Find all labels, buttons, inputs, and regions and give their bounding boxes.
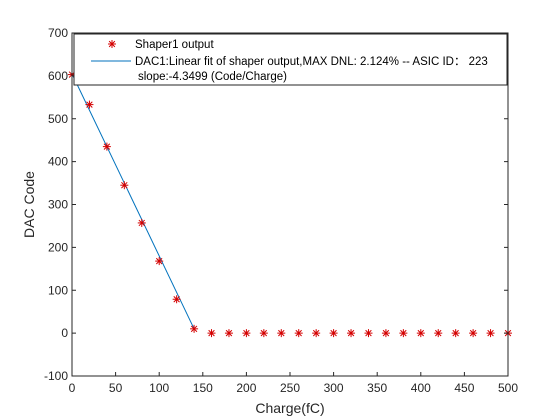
x-tick-label: 400 xyxy=(411,381,431,395)
y-tick-label: 700 xyxy=(48,26,68,40)
plot-background xyxy=(72,33,508,376)
data-point xyxy=(347,329,356,338)
x-tick-label: 350 xyxy=(367,381,387,395)
legend-marker-icon xyxy=(108,40,116,48)
data-point xyxy=(277,329,286,338)
data-point xyxy=(469,329,478,338)
data-point xyxy=(224,329,233,338)
x-tick-label: 50 xyxy=(109,381,123,395)
y-tick-label: 600 xyxy=(48,69,68,83)
legend-box xyxy=(73,33,508,86)
x-tick-label: 450 xyxy=(454,381,474,395)
legend-label-slope: slope:-4.3499 (Code/Charge) xyxy=(138,71,287,83)
data-point xyxy=(399,329,408,338)
axes: 0 50 100 150 200 250 300 350 400 450 500-100010020… xyxy=(21,26,518,416)
legend-label-linear-fit: DAC1:Linear fit of shaper output,MAX DNL… xyxy=(135,56,488,68)
data-point xyxy=(242,329,251,338)
y-axis-title: DAC Code xyxy=(21,171,37,238)
x-tick-label: 150 xyxy=(193,381,213,395)
data-point xyxy=(155,257,164,266)
data-point xyxy=(434,329,443,338)
data-point xyxy=(364,329,373,338)
data-point xyxy=(85,100,94,109)
y-tick-label: 300 xyxy=(48,198,68,212)
legend: Shaper1 output DAC1:Linear fit of shaper … xyxy=(73,33,508,86)
x-tick-label: 300 xyxy=(324,381,344,395)
y-tick-label: 400 xyxy=(48,155,68,169)
y-tick-label: 0 xyxy=(61,326,68,340)
x-tick-label: 250 xyxy=(280,381,300,395)
data-point xyxy=(102,142,111,151)
legend-label-shaper-output: Shaper1 output xyxy=(135,39,214,51)
y-tick-label: 200 xyxy=(48,240,68,254)
x-tick-label: 200 xyxy=(236,381,256,395)
x-tick-label: 0 xyxy=(69,381,76,395)
y-tick-label: 100 xyxy=(48,283,68,297)
data-point xyxy=(120,181,129,190)
data-point xyxy=(207,329,216,338)
data-point xyxy=(294,329,303,338)
data-point xyxy=(451,329,460,338)
fit-line xyxy=(71,73,195,330)
data-point xyxy=(416,329,425,338)
data-point xyxy=(259,329,268,338)
data-point xyxy=(190,324,199,333)
x-axis-title: Charge(fC) xyxy=(255,400,324,416)
y-tick-label: 500 xyxy=(48,112,68,126)
data-point xyxy=(381,329,390,338)
x-tick-label: 100 xyxy=(149,381,169,395)
plot-area xyxy=(68,33,512,376)
data-point xyxy=(329,329,338,338)
y-tick-label: -100 xyxy=(44,369,68,383)
x-tick-label: 500 xyxy=(498,381,518,395)
data-point xyxy=(486,329,495,338)
data-point xyxy=(312,329,321,338)
data-point xyxy=(137,218,146,227)
data-point xyxy=(172,295,181,304)
